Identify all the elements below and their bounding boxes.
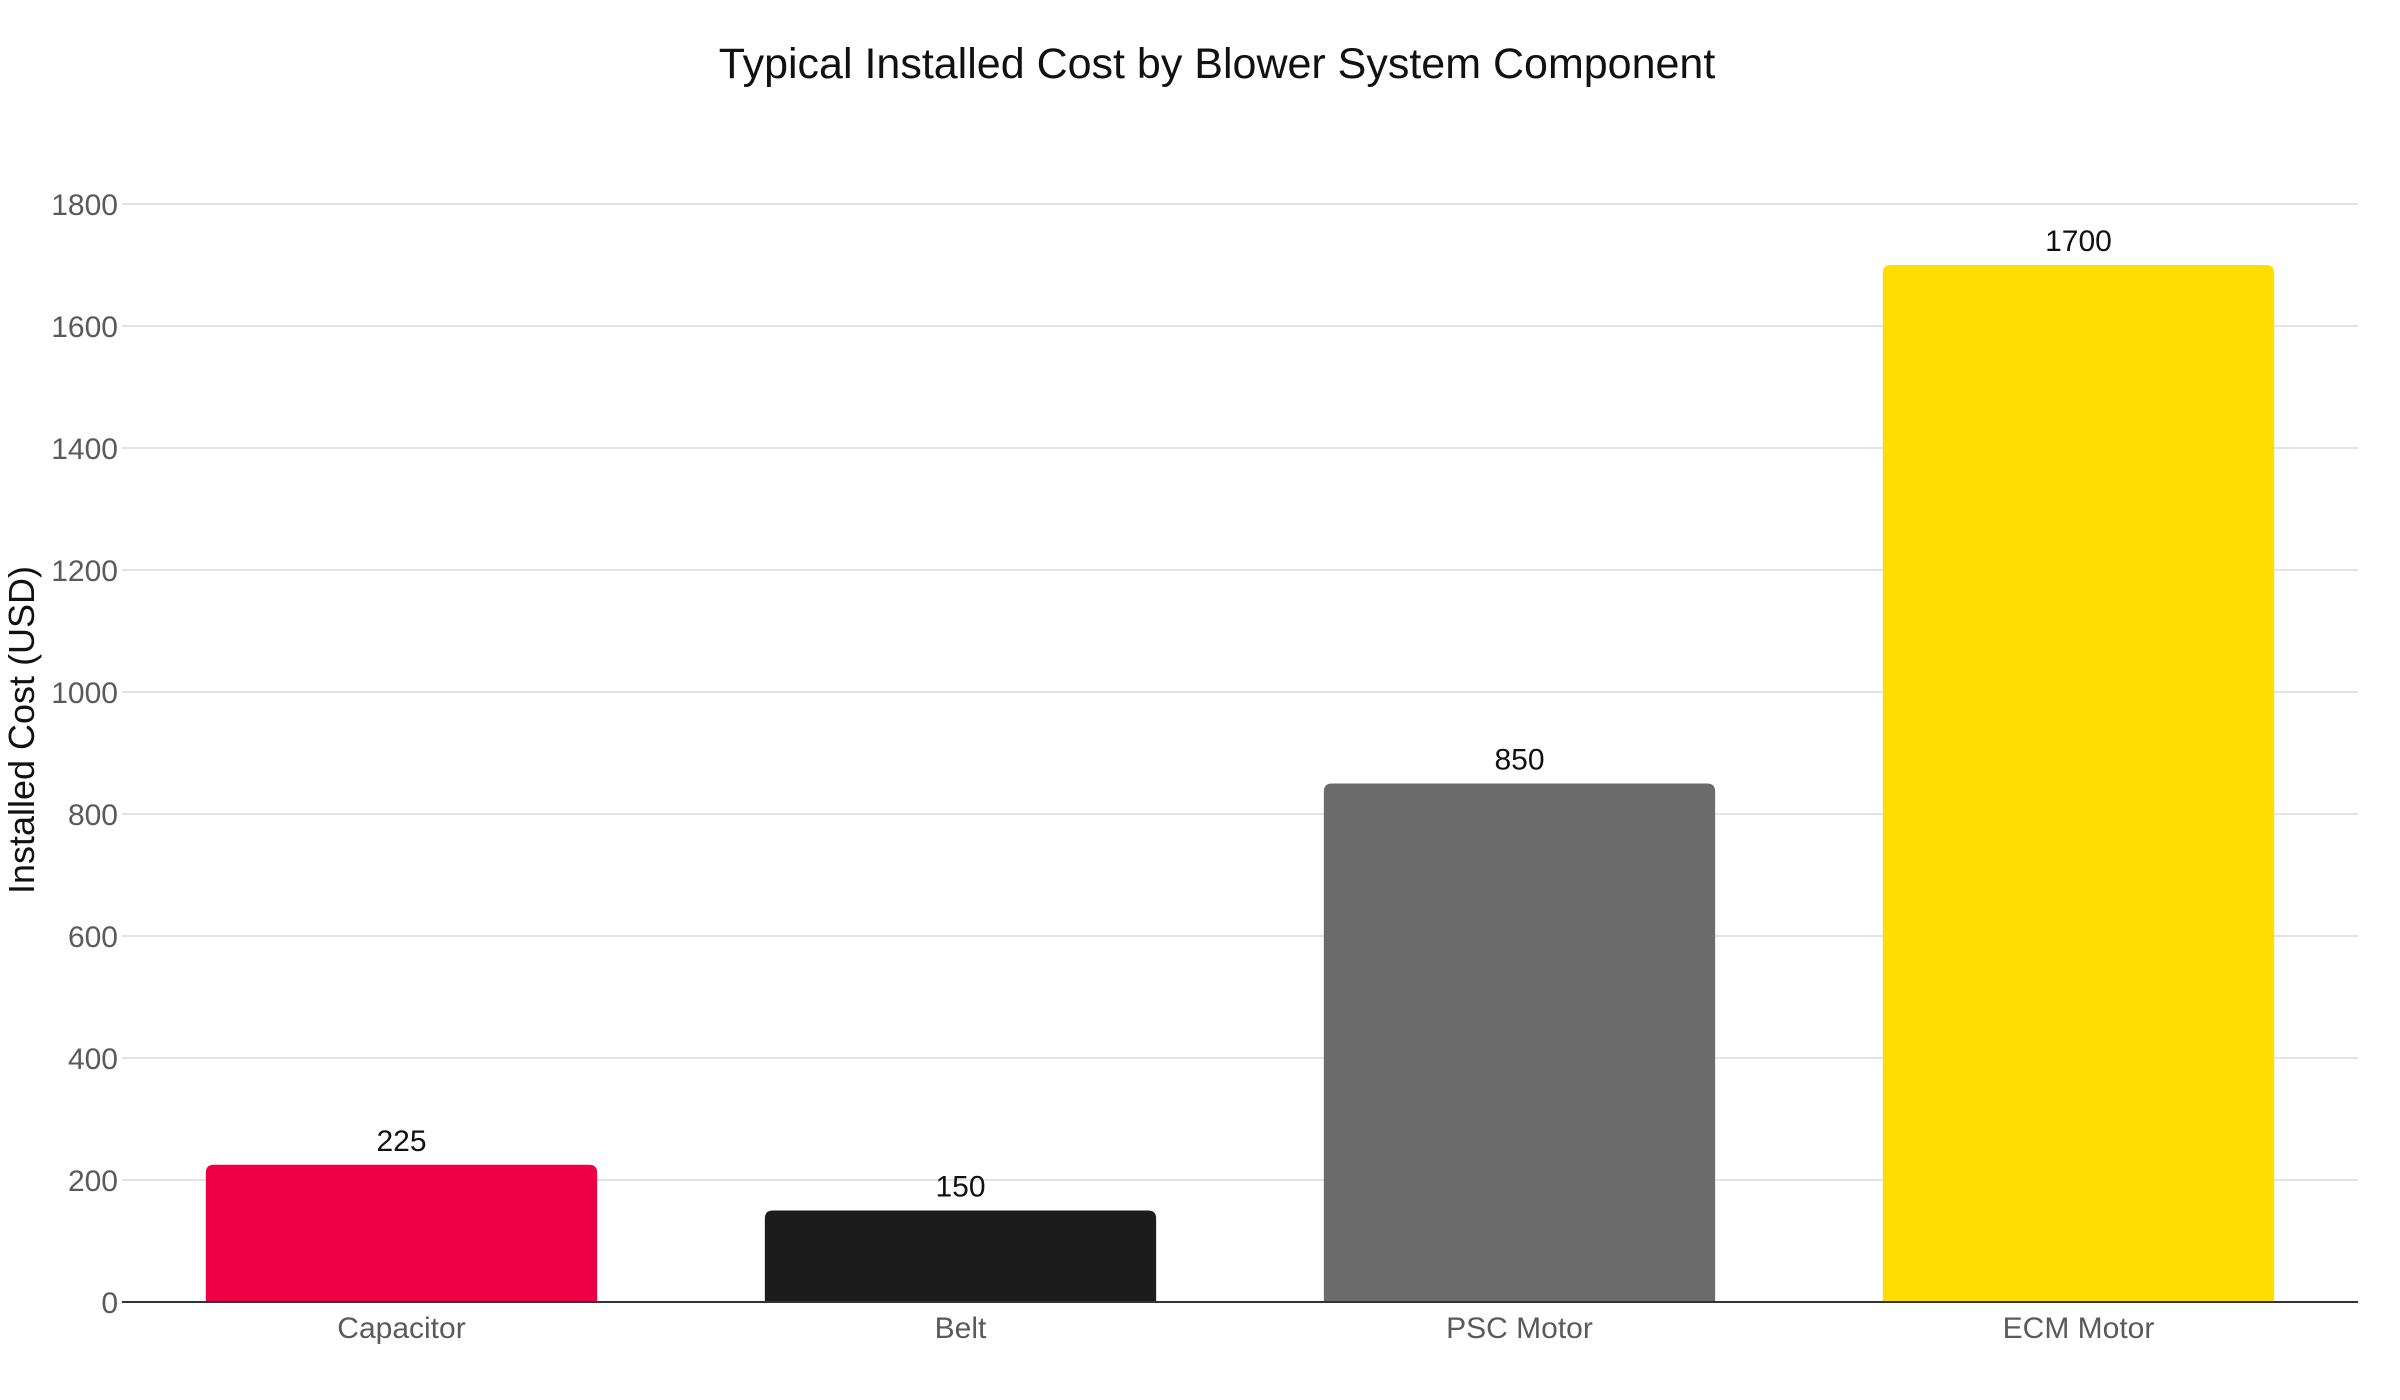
y-tick-label: 800 xyxy=(68,799,118,832)
y-tick-label: 1400 xyxy=(51,433,118,466)
y-tick-label: 400 xyxy=(68,1043,118,1076)
x-tick-label: PSC Motor xyxy=(1446,1312,1593,1345)
bar-capacitor xyxy=(205,1164,598,1302)
x-tick-label: Belt xyxy=(935,1312,987,1345)
y-tick-label: 200 xyxy=(68,1165,118,1198)
y-tick-label: 1000 xyxy=(51,677,118,710)
bar-belt xyxy=(764,1210,1157,1302)
data-labels: 225 150 850 1700 xyxy=(376,225,2111,1204)
data-label: 1700 xyxy=(2045,225,2112,258)
y-tick-label: 1200 xyxy=(51,555,118,588)
x-tick-label: Capacitor xyxy=(337,1312,465,1345)
y-axis-ticks: 0 200 400 600 800 1000 1200 1400 1600 1800 xyxy=(51,189,118,1320)
gridlines xyxy=(122,203,2358,1181)
bar-ecm-motor xyxy=(1882,265,2275,1302)
data-label: 850 xyxy=(1494,744,1544,777)
bars xyxy=(205,265,2275,1302)
x-axis-ticks: Capacitor Belt PSC Motor ECM Motor xyxy=(337,1312,2154,1345)
data-label: 150 xyxy=(935,1171,985,1204)
y-tick-label: 1600 xyxy=(51,311,118,344)
y-tick-label: 1800 xyxy=(51,189,118,222)
y-tick-label: 0 xyxy=(101,1287,118,1320)
x-tick-label: ECM Motor xyxy=(2003,1312,2155,1345)
data-label: 225 xyxy=(376,1125,426,1158)
y-axis-title: Installed Cost (USD) xyxy=(1,566,42,894)
y-tick-label: 600 xyxy=(68,921,118,954)
bar-psc-motor xyxy=(1323,783,1716,1302)
chart-title: Typical Installed Cost by Blower System … xyxy=(719,40,1716,88)
